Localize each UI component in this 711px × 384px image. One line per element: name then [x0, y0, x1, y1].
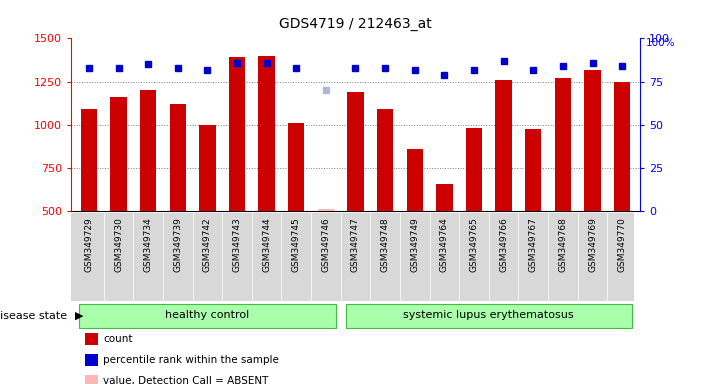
Bar [555, 78, 571, 211]
Bar [140, 90, 156, 211]
Bar [584, 70, 601, 211]
Bar [318, 210, 334, 211]
Text: GSM349743: GSM349743 [232, 217, 242, 272]
Text: GSM349730: GSM349730 [114, 217, 123, 272]
Text: GSM349745: GSM349745 [292, 217, 301, 272]
Text: GSM349744: GSM349744 [262, 217, 271, 272]
Bar [170, 104, 186, 211]
Text: GDS4719 / 212463_at: GDS4719 / 212463_at [279, 17, 432, 31]
Bar [496, 80, 512, 211]
Text: GSM349769: GSM349769 [588, 217, 597, 272]
Text: disease state: disease state [0, 311, 68, 321]
Bar [407, 149, 423, 211]
Text: count: count [103, 334, 132, 344]
Text: GSM349729: GSM349729 [85, 217, 93, 272]
Text: GSM349747: GSM349747 [351, 217, 360, 272]
Text: systemic lupus erythematosus: systemic lupus erythematosus [404, 310, 574, 320]
Bar [229, 58, 245, 211]
Text: GSM349746: GSM349746 [321, 217, 331, 272]
Text: GSM349770: GSM349770 [618, 217, 626, 272]
Text: GSM349749: GSM349749 [410, 217, 419, 272]
Bar [199, 125, 215, 211]
Text: percentile rank within the sample: percentile rank within the sample [103, 355, 279, 365]
Text: GSM349766: GSM349766 [499, 217, 508, 272]
Text: GSM349764: GSM349764 [440, 217, 449, 272]
Bar [288, 123, 304, 211]
Bar [614, 82, 630, 211]
Text: GSM349765: GSM349765 [469, 217, 479, 272]
FancyBboxPatch shape [346, 304, 632, 328]
Text: healthy control: healthy control [165, 310, 250, 320]
Text: ▶: ▶ [75, 311, 83, 321]
Bar [377, 109, 393, 211]
Text: GSM349742: GSM349742 [203, 217, 212, 272]
Bar [81, 109, 97, 211]
Bar [466, 128, 482, 211]
Text: GSM349734: GSM349734 [144, 217, 153, 272]
Text: GSM349768: GSM349768 [558, 217, 567, 272]
Bar [259, 56, 274, 211]
Text: 100%: 100% [646, 38, 675, 48]
Text: value, Detection Call = ABSENT: value, Detection Call = ABSENT [103, 376, 269, 384]
Bar [437, 184, 452, 211]
FancyBboxPatch shape [79, 304, 336, 328]
Text: GSM349767: GSM349767 [529, 217, 538, 272]
Bar [525, 129, 541, 211]
Text: GSM349739: GSM349739 [173, 217, 182, 272]
Bar [348, 92, 363, 211]
Text: GSM349748: GSM349748 [380, 217, 390, 272]
Bar [110, 97, 127, 211]
